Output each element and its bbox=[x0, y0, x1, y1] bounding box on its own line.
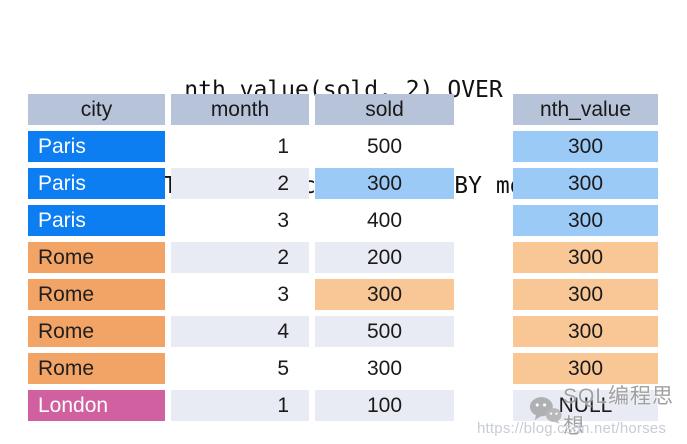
cell-sold: 400 bbox=[366, 209, 403, 232]
cell-nth-value: 300 bbox=[513, 353, 658, 384]
cell-sold: 500 bbox=[315, 316, 454, 347]
result-column: nth_value 300 300 300 300 300 300 300 NU… bbox=[513, 94, 658, 421]
cell-nth-value: 300 bbox=[513, 242, 658, 273]
watermark-brand: SQL编程思想 bbox=[529, 385, 687, 438]
cell-sold-highlighted: 300 bbox=[315, 168, 454, 199]
cell-sold: 200 bbox=[315, 242, 454, 273]
cell-city: Rome bbox=[28, 316, 165, 347]
cell-month: 2 bbox=[171, 242, 309, 273]
column-header-month: month bbox=[171, 94, 309, 125]
cell-city: Rome bbox=[28, 242, 165, 273]
cell-month: 3 bbox=[277, 283, 289, 306]
cell-city: Rome bbox=[28, 353, 165, 384]
watermark-brand-text: SQL编程思想 bbox=[563, 385, 675, 438]
cell-nth-value: 300 bbox=[513, 131, 658, 162]
wechat-chat-bubbles-icon bbox=[529, 397, 562, 424]
cell-month: 2 bbox=[171, 168, 309, 199]
cell-nth-value: 300 bbox=[513, 168, 658, 199]
cell-month: 1 bbox=[277, 135, 289, 158]
cell-sold: 500 bbox=[366, 135, 403, 158]
cell-sold-highlighted: 300 bbox=[315, 279, 454, 310]
column-header-sold: sold bbox=[315, 94, 454, 125]
cell-sold: 100 bbox=[315, 390, 454, 421]
cell-city: Paris bbox=[28, 205, 165, 236]
cell-city: Paris bbox=[28, 168, 165, 199]
source-table: city month sold Paris 1 500 Paris 2 300 … bbox=[28, 94, 454, 421]
cell-sold: 300 bbox=[366, 357, 403, 380]
cell-city: Paris bbox=[28, 131, 165, 162]
column-header-nth-value: nth_value bbox=[513, 94, 658, 125]
cell-city: Rome bbox=[28, 279, 165, 310]
cell-nth-value: 300 bbox=[513, 279, 658, 310]
cell-month: 1 bbox=[171, 390, 309, 421]
watermark-url: https://blog.csdn.net/horses bbox=[477, 420, 667, 437]
cell-city: London bbox=[28, 390, 165, 421]
cell-nth-value: 300 bbox=[513, 205, 658, 236]
column-header-city: city bbox=[28, 94, 165, 125]
cell-nth-value: 300 bbox=[513, 316, 658, 347]
cell-month: 5 bbox=[277, 357, 289, 380]
cell-month: 4 bbox=[171, 316, 309, 347]
cell-month: 3 bbox=[277, 209, 289, 232]
